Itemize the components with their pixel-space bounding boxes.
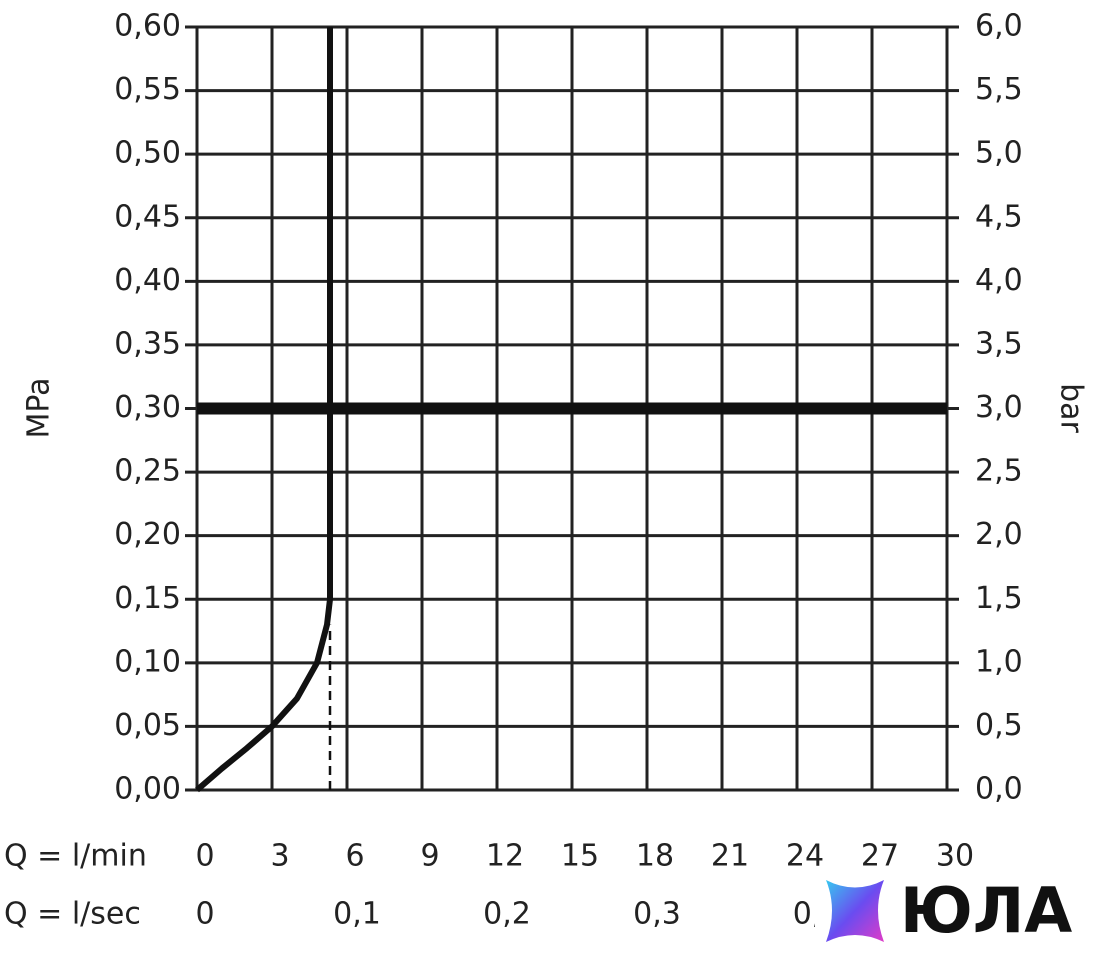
y2-tick-label: 5,0 bbox=[975, 136, 1023, 171]
x-tick-label: 3 bbox=[270, 839, 289, 874]
x2-tick-label: 0,2 bbox=[483, 897, 531, 932]
y2-tick-label: 5,5 bbox=[975, 72, 1023, 107]
y2-tick-label: 2,0 bbox=[975, 517, 1023, 552]
y-tick-label: 0,35 bbox=[114, 326, 181, 361]
y-tick-label: 0,50 bbox=[114, 136, 181, 171]
y-tick-label: 0,60 bbox=[114, 9, 181, 44]
x2-tick-label: 0 bbox=[195, 897, 214, 932]
y2-axis-label: bar bbox=[1054, 383, 1089, 433]
x-tick-label: 21 bbox=[711, 839, 749, 874]
x-axis-label: Q = l/min bbox=[4, 839, 147, 874]
y-tick-label: 0,15 bbox=[114, 581, 181, 616]
x-tick-label: 6 bbox=[345, 839, 364, 874]
x-tick-label: 18 bbox=[636, 839, 674, 874]
y2-tick-label: 3,5 bbox=[975, 326, 1023, 361]
x-tick-label: 27 bbox=[861, 839, 899, 874]
x-tick-label: 0 bbox=[195, 839, 214, 874]
y2-tick-label: 1,5 bbox=[975, 581, 1023, 616]
line-series bbox=[195, 27, 333, 793]
x2-tick-label: 0,1 bbox=[333, 897, 381, 932]
watermark: ЮЛА bbox=[900, 874, 1072, 947]
y-tick-label: 0,20 bbox=[114, 517, 181, 552]
y2-tick-label: 4,5 bbox=[975, 199, 1023, 234]
y-tick-label: 0,40 bbox=[114, 263, 181, 298]
y-tick-label: 0,00 bbox=[114, 772, 181, 807]
x-tick-label: 24 bbox=[786, 839, 824, 874]
y2-tick-label: 6,0 bbox=[975, 9, 1023, 44]
x-tick-label: 12 bbox=[486, 839, 524, 874]
x2-axis-label: Q = l/sec bbox=[4, 897, 141, 932]
y2-tick-label: 1,0 bbox=[975, 644, 1023, 679]
y-tick-label: 0,30 bbox=[114, 390, 181, 425]
x-tick-label: 9 bbox=[420, 839, 439, 874]
x-tick-label: 15 bbox=[561, 839, 599, 874]
y2-tick-label: 0,0 bbox=[975, 772, 1023, 807]
x2-tick-label: 0,3 bbox=[633, 897, 681, 932]
y2-tick-label: 2,5 bbox=[975, 454, 1023, 489]
y-tick-label: 0,25 bbox=[114, 454, 181, 489]
logo-icon bbox=[826, 880, 884, 942]
y2-tick-label: 3,0 bbox=[975, 390, 1023, 425]
y2-tick-label: 0,5 bbox=[975, 708, 1023, 743]
y-tick-label: 0,55 bbox=[114, 72, 181, 107]
y-tick-label: 0,10 bbox=[114, 644, 181, 679]
y-tick-label: 0,45 bbox=[114, 199, 181, 234]
x-tick-label: 30 bbox=[936, 839, 974, 874]
y-axis-label: MPa bbox=[22, 377, 57, 438]
y-tick-label: 0,05 bbox=[114, 708, 181, 743]
y2-tick-label: 4,0 bbox=[975, 263, 1023, 298]
